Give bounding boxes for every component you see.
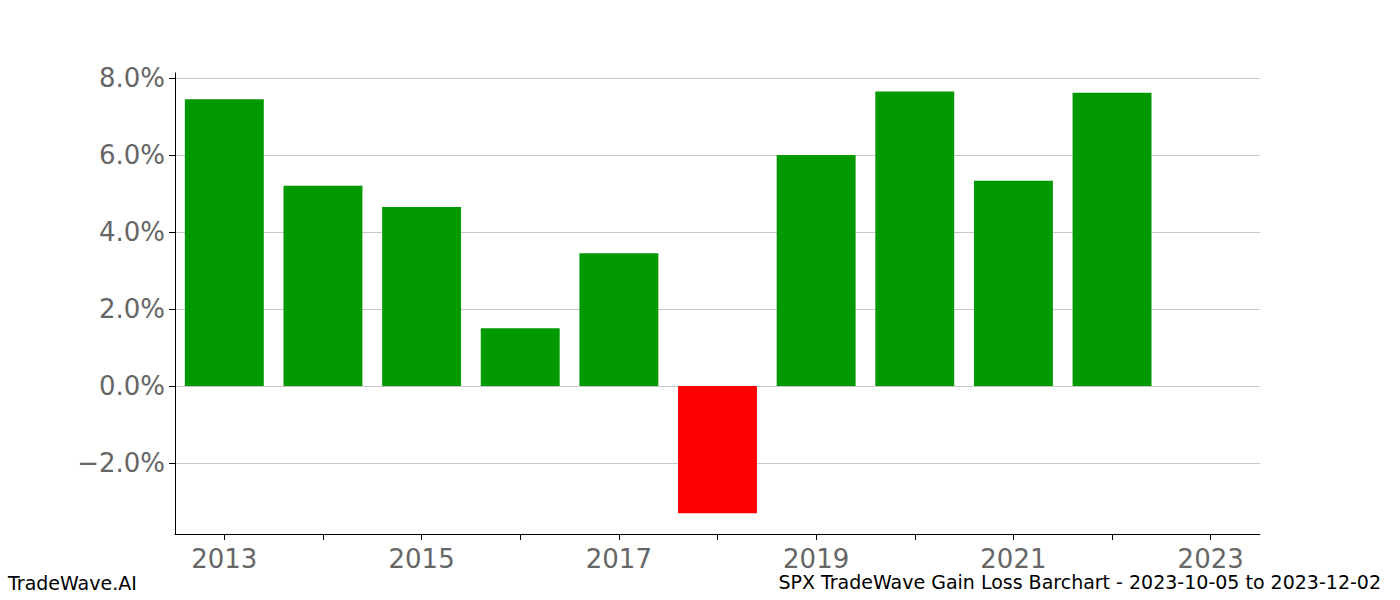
svg-text:2015: 2015 [389,544,455,574]
svg-text:2019: 2019 [783,544,849,574]
svg-text:2013: 2013 [191,544,257,574]
svg-text:−2.0%: −2.0% [77,448,165,478]
svg-text:SPX TradeWave Gain Loss Barcha: SPX TradeWave Gain Loss Barchart - 2023-… [778,571,1381,593]
svg-text:2017: 2017 [586,544,652,574]
svg-text:2021: 2021 [980,544,1046,574]
svg-text:6.0%: 6.0% [99,140,165,170]
svg-text:0.0%: 0.0% [99,371,165,401]
svg-text:8.0%: 8.0% [99,63,165,93]
svg-text:TradeWave.AI: TradeWave.AI [7,572,137,594]
svg-text:2.0%: 2.0% [99,294,165,324]
svg-text:4.0%: 4.0% [99,217,165,247]
svg-text:2023: 2023 [1178,544,1244,574]
